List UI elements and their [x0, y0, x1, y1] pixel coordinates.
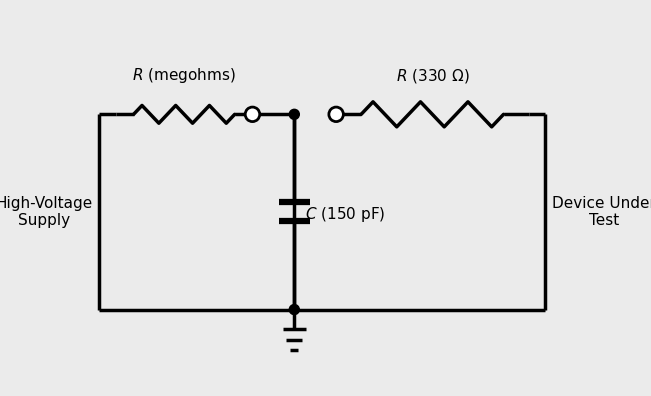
Text: $\mathit{R}$ (330 Ω): $\mathit{R}$ (330 Ω) — [396, 67, 469, 85]
Circle shape — [329, 107, 343, 122]
Circle shape — [245, 107, 260, 122]
Text: $\mathit{C}$ (150 pF): $\mathit{C}$ (150 pF) — [305, 205, 386, 224]
Text: Device Under
Test: Device Under Test — [552, 196, 651, 228]
Text: High-Voltage
Supply: High-Voltage Supply — [0, 196, 92, 228]
Text: $\mathit{R}$ (megohms): $\mathit{R}$ (megohms) — [132, 66, 236, 85]
Circle shape — [289, 109, 299, 119]
Circle shape — [289, 305, 299, 314]
